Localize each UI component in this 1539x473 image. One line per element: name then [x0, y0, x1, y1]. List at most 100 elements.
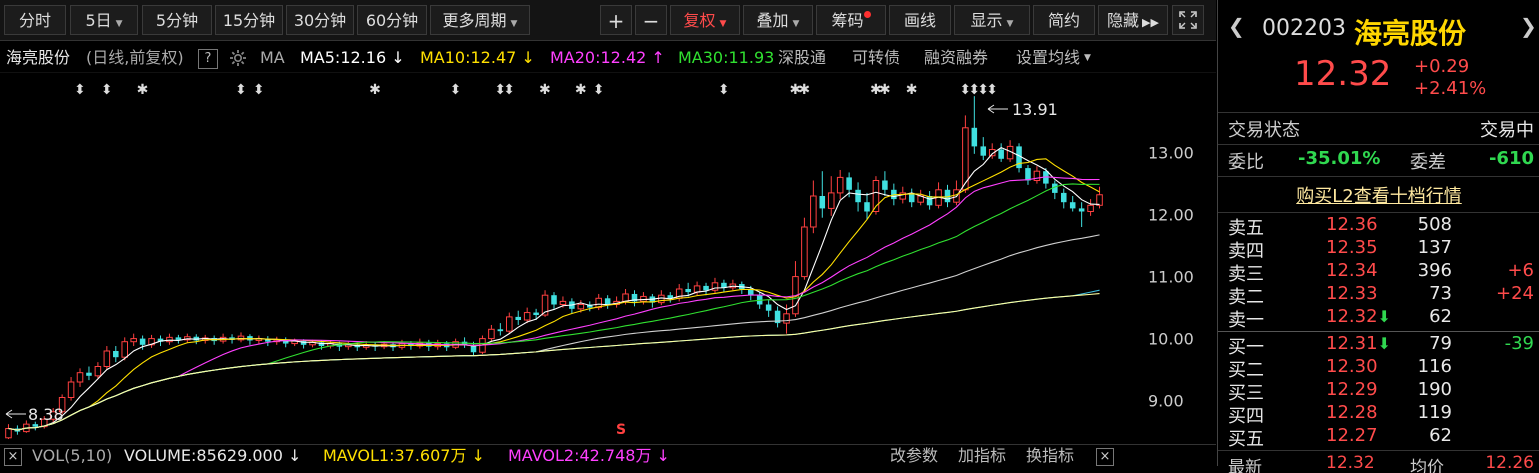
event-marker-icon[interactable]: ⬍: [986, 82, 998, 98]
candle-body: [67, 381, 75, 398]
divider: [1218, 176, 1539, 177]
display-label: 显示: [970, 11, 1003, 30]
buy-level-row[interactable]: 买五 12.27 62: [1218, 425, 1539, 450]
chips-button[interactable]: 筹码: [816, 5, 886, 35]
close-panel-button[interactable]: ×: [4, 448, 22, 466]
divider: [1218, 212, 1539, 213]
sell-level-row[interactable]: 卖二 12.33 73 +24: [1218, 283, 1539, 308]
sell-level-row[interactable]: 卖五 12.36 508: [1218, 214, 1539, 239]
hide-button[interactable]: 隐藏 ▶▶: [1098, 5, 1168, 35]
hide-label: 隐藏: [1107, 11, 1140, 30]
candle-body: [175, 337, 182, 340]
event-marker-icon[interactable]: ⬍: [494, 82, 506, 98]
event-marker-icon[interactable]: ⬍: [253, 82, 265, 98]
close-indicator-button[interactable]: ×: [1096, 448, 1114, 466]
candle-body: [148, 338, 155, 346]
indicator-info-bar: 海亮股份 (日线,前复权) ? MA MA5:12.16 ↓ MA10:12.4…: [0, 44, 1216, 72]
chevron-right-icon[interactable]: ❯: [1520, 14, 1537, 38]
event-marker-icon[interactable]: ⬍: [74, 82, 86, 98]
draw-line-button[interactable]: 画线: [889, 5, 951, 35]
event-marker-icon[interactable]: ✱: [870, 82, 882, 98]
avg-value: 12.26: [1485, 453, 1534, 473]
y-tick-label: 12.00: [1148, 206, 1194, 225]
buy-level-row[interactable]: 买一 12.31⬇ 79 -39: [1218, 333, 1539, 358]
fuquan-button[interactable]: 复权 ▼: [670, 5, 740, 35]
event-marker-icon[interactable]: ✱: [879, 82, 891, 98]
mavol2-value: MAVOL2:42.748万 ↓: [508, 446, 670, 465]
event-marker-icon[interactable]: ⬍: [450, 82, 462, 98]
set-ma-button[interactable]: 设置均线 ▼: [1016, 48, 1091, 67]
sell-volume: 62: [1429, 306, 1452, 327]
event-marker-icon[interactable]: ✱: [798, 82, 810, 98]
period-30min-button[interactable]: 30分钟: [286, 5, 354, 35]
stock-name-label: 海亮股份: [6, 48, 71, 67]
period-60min-button[interactable]: 60分钟: [357, 5, 427, 35]
fullscreen-button[interactable]: [1172, 5, 1204, 35]
event-marker-icon[interactable]: ⬍: [977, 82, 989, 98]
chevron-left-icon[interactable]: ❮: [1228, 14, 1245, 38]
swap-indicator-link[interactable]: 换指标: [1026, 446, 1075, 465]
orderbook-divider: [1218, 331, 1539, 332]
gear-icon[interactable]: [228, 48, 248, 72]
sell-price: 12.33: [1326, 283, 1378, 304]
buy-level-row[interactable]: 买四 12.28 119: [1218, 402, 1539, 427]
candle-body: [836, 176, 844, 194]
event-marker-icon[interactable]: ⬍: [968, 82, 980, 98]
chips-label: 筹码: [831, 11, 864, 30]
period-5day-button[interactable]: 5日 ▼: [70, 5, 138, 35]
candle-body: [810, 195, 817, 228]
event-marker-icon[interactable]: ✱: [906, 82, 918, 98]
event-marker-icon[interactable]: ✱: [539, 82, 551, 98]
candle-body: [49, 411, 57, 420]
change-params-link[interactable]: 改参数: [890, 446, 939, 465]
candle-body: [184, 336, 191, 341]
convertible-bond-link[interactable]: 可转债: [852, 48, 901, 67]
simple-mode-button[interactable]: 简约: [1033, 5, 1095, 35]
buy-l2-link[interactable]: 购买L2查看十档行情: [1296, 186, 1462, 207]
event-marker-icon[interactable]: ✱: [369, 82, 381, 98]
candle-body: [488, 328, 495, 340]
candle-body: [693, 285, 701, 293]
event-marker-icon[interactable]: ⬍: [593, 82, 605, 98]
candle-body: [577, 304, 585, 310]
period-15min-button[interactable]: 15分钟: [215, 5, 283, 35]
more-periods-button[interactable]: 更多周期 ▼: [430, 5, 530, 35]
double-chevron-right-icon: ▶▶: [1142, 16, 1159, 29]
buy-level-row[interactable]: 买二 12.30 116: [1218, 356, 1539, 381]
overlay-button[interactable]: 叠加 ▼: [743, 5, 813, 35]
event-marker-icon[interactable]: ✱: [137, 82, 149, 98]
display-button[interactable]: 显示 ▼: [954, 5, 1030, 35]
add-indicator-link[interactable]: 加指标: [958, 446, 1007, 465]
event-marker-icon[interactable]: ⬍: [235, 82, 247, 98]
zoom-out-button[interactable]: −: [635, 5, 667, 35]
latest-value: 12.32: [1326, 453, 1375, 473]
event-marker-icon[interactable]: ⬍: [101, 82, 113, 98]
period-intraday-button[interactable]: 分时: [4, 5, 66, 35]
event-marker-icon[interactable]: ⬍: [959, 82, 971, 98]
zoom-in-button[interactable]: +: [600, 5, 632, 35]
period-5min-button[interactable]: 5分钟: [142, 5, 212, 35]
buy-level-row[interactable]: 买三 12.29 190: [1218, 379, 1539, 404]
candlestick-chart[interactable]: ⬍ ⬍ ✱ ⬍ ⬍ ✱ ⬍ ⬍⬍ ✱ ✱ ⬍ ⬍ ✱✱ ✱✱ ✱ ⬍⬍⬍⬍ 13.0012.0011.0010…: [0, 72, 1216, 444]
stock-code: 002203: [1262, 16, 1346, 41]
event-marker-icon[interactable]: ⬍: [503, 82, 515, 98]
volume-value: VOLUME:85629.000 ↓: [124, 446, 302, 465]
status-label: 交易状态: [1228, 120, 1300, 141]
help-button[interactable]: ?: [198, 49, 218, 69]
candle-body: [139, 338, 146, 345]
candle-body: [926, 196, 933, 206]
margin-trading-link[interactable]: 融资融券: [924, 48, 989, 67]
sell-level-row[interactable]: 卖三 12.34 396 +6: [1218, 260, 1539, 285]
y-tick-label: 9.00: [1148, 392, 1184, 411]
event-marker-icon[interactable]: ✱: [575, 82, 587, 98]
buy-level-label: 买三: [1228, 383, 1264, 404]
sell-level-row[interactable]: 卖一 12.32⬇ 62: [1218, 306, 1539, 331]
event-marker-icon[interactable]: ⬍: [718, 82, 730, 98]
event-marker-icon[interactable]: S: [616, 422, 626, 438]
sell-price: 12.34: [1326, 260, 1378, 281]
sell-level-row[interactable]: 卖四 12.35 137: [1218, 237, 1539, 262]
shengutong-link[interactable]: 深股通: [778, 48, 827, 67]
event-marker-icon[interactable]: ✱: [789, 82, 801, 98]
candle-body: [541, 294, 549, 316]
candle-body: [157, 338, 164, 342]
